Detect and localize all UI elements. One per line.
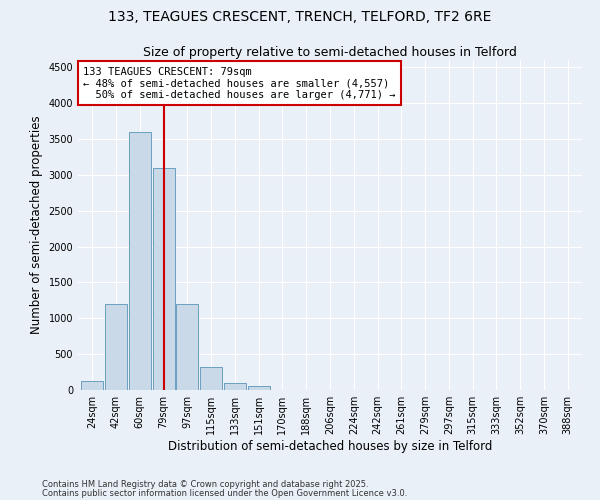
Title: Size of property relative to semi-detached houses in Telford: Size of property relative to semi-detach… bbox=[143, 46, 517, 59]
Bar bbox=[176, 304, 198, 390]
Bar bbox=[248, 386, 269, 390]
Text: Contains HM Land Registry data © Crown copyright and database right 2025.: Contains HM Land Registry data © Crown c… bbox=[42, 480, 368, 489]
Text: Contains public sector information licensed under the Open Government Licence v3: Contains public sector information licen… bbox=[42, 488, 407, 498]
Bar bbox=[129, 132, 151, 390]
Bar bbox=[152, 168, 175, 390]
X-axis label: Distribution of semi-detached houses by size in Telford: Distribution of semi-detached houses by … bbox=[168, 440, 492, 453]
Y-axis label: Number of semi-detached properties: Number of semi-detached properties bbox=[30, 116, 43, 334]
Bar bbox=[224, 383, 246, 390]
Bar bbox=[200, 367, 222, 390]
Bar bbox=[82, 382, 103, 390]
Text: 133 TEAGUES CRESCENT: 79sqm
← 48% of semi-detached houses are smaller (4,557)
  : 133 TEAGUES CRESCENT: 79sqm ← 48% of sem… bbox=[83, 66, 395, 100]
Text: 133, TEAGUES CRESCENT, TRENCH, TELFORD, TF2 6RE: 133, TEAGUES CRESCENT, TRENCH, TELFORD, … bbox=[109, 10, 491, 24]
Bar bbox=[105, 304, 127, 390]
